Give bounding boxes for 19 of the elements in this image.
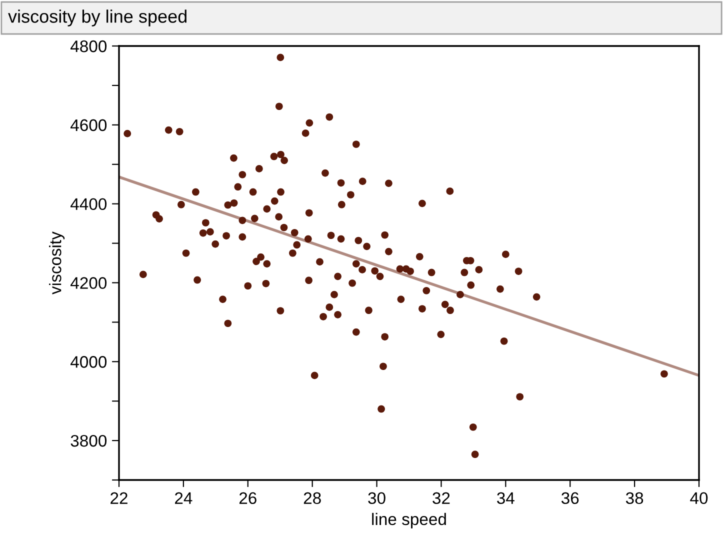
y-tick-label: 4400 <box>70 198 107 210</box>
y-tick-label: 4000 <box>70 356 107 368</box>
y-tick-label: 4200 <box>70 277 107 289</box>
x-tick-label: 38 <box>626 492 644 504</box>
x-axis-title: line speed <box>372 512 446 528</box>
y-tick-label: 4800 <box>70 40 107 52</box>
y-axis-title: viscosity <box>49 232 65 294</box>
x-tick-label: 30 <box>368 492 386 504</box>
x-tick-label: 28 <box>304 492 321 504</box>
x-tick-label: 40 <box>690 492 708 504</box>
x-tick-label: 32 <box>432 492 450 504</box>
x-tick-label: 34 <box>497 492 514 504</box>
y-tick-label: 3800 <box>70 434 107 447</box>
x-tick-label: 26 <box>239 492 256 504</box>
y-tick-label: 4600 <box>70 119 107 132</box>
x-tick-label: 22 <box>110 492 128 504</box>
chart-title: viscosity by line speed <box>8 10 186 26</box>
x-tick-label: 24 <box>175 492 192 504</box>
x-tick-label: 36 <box>561 492 579 504</box>
